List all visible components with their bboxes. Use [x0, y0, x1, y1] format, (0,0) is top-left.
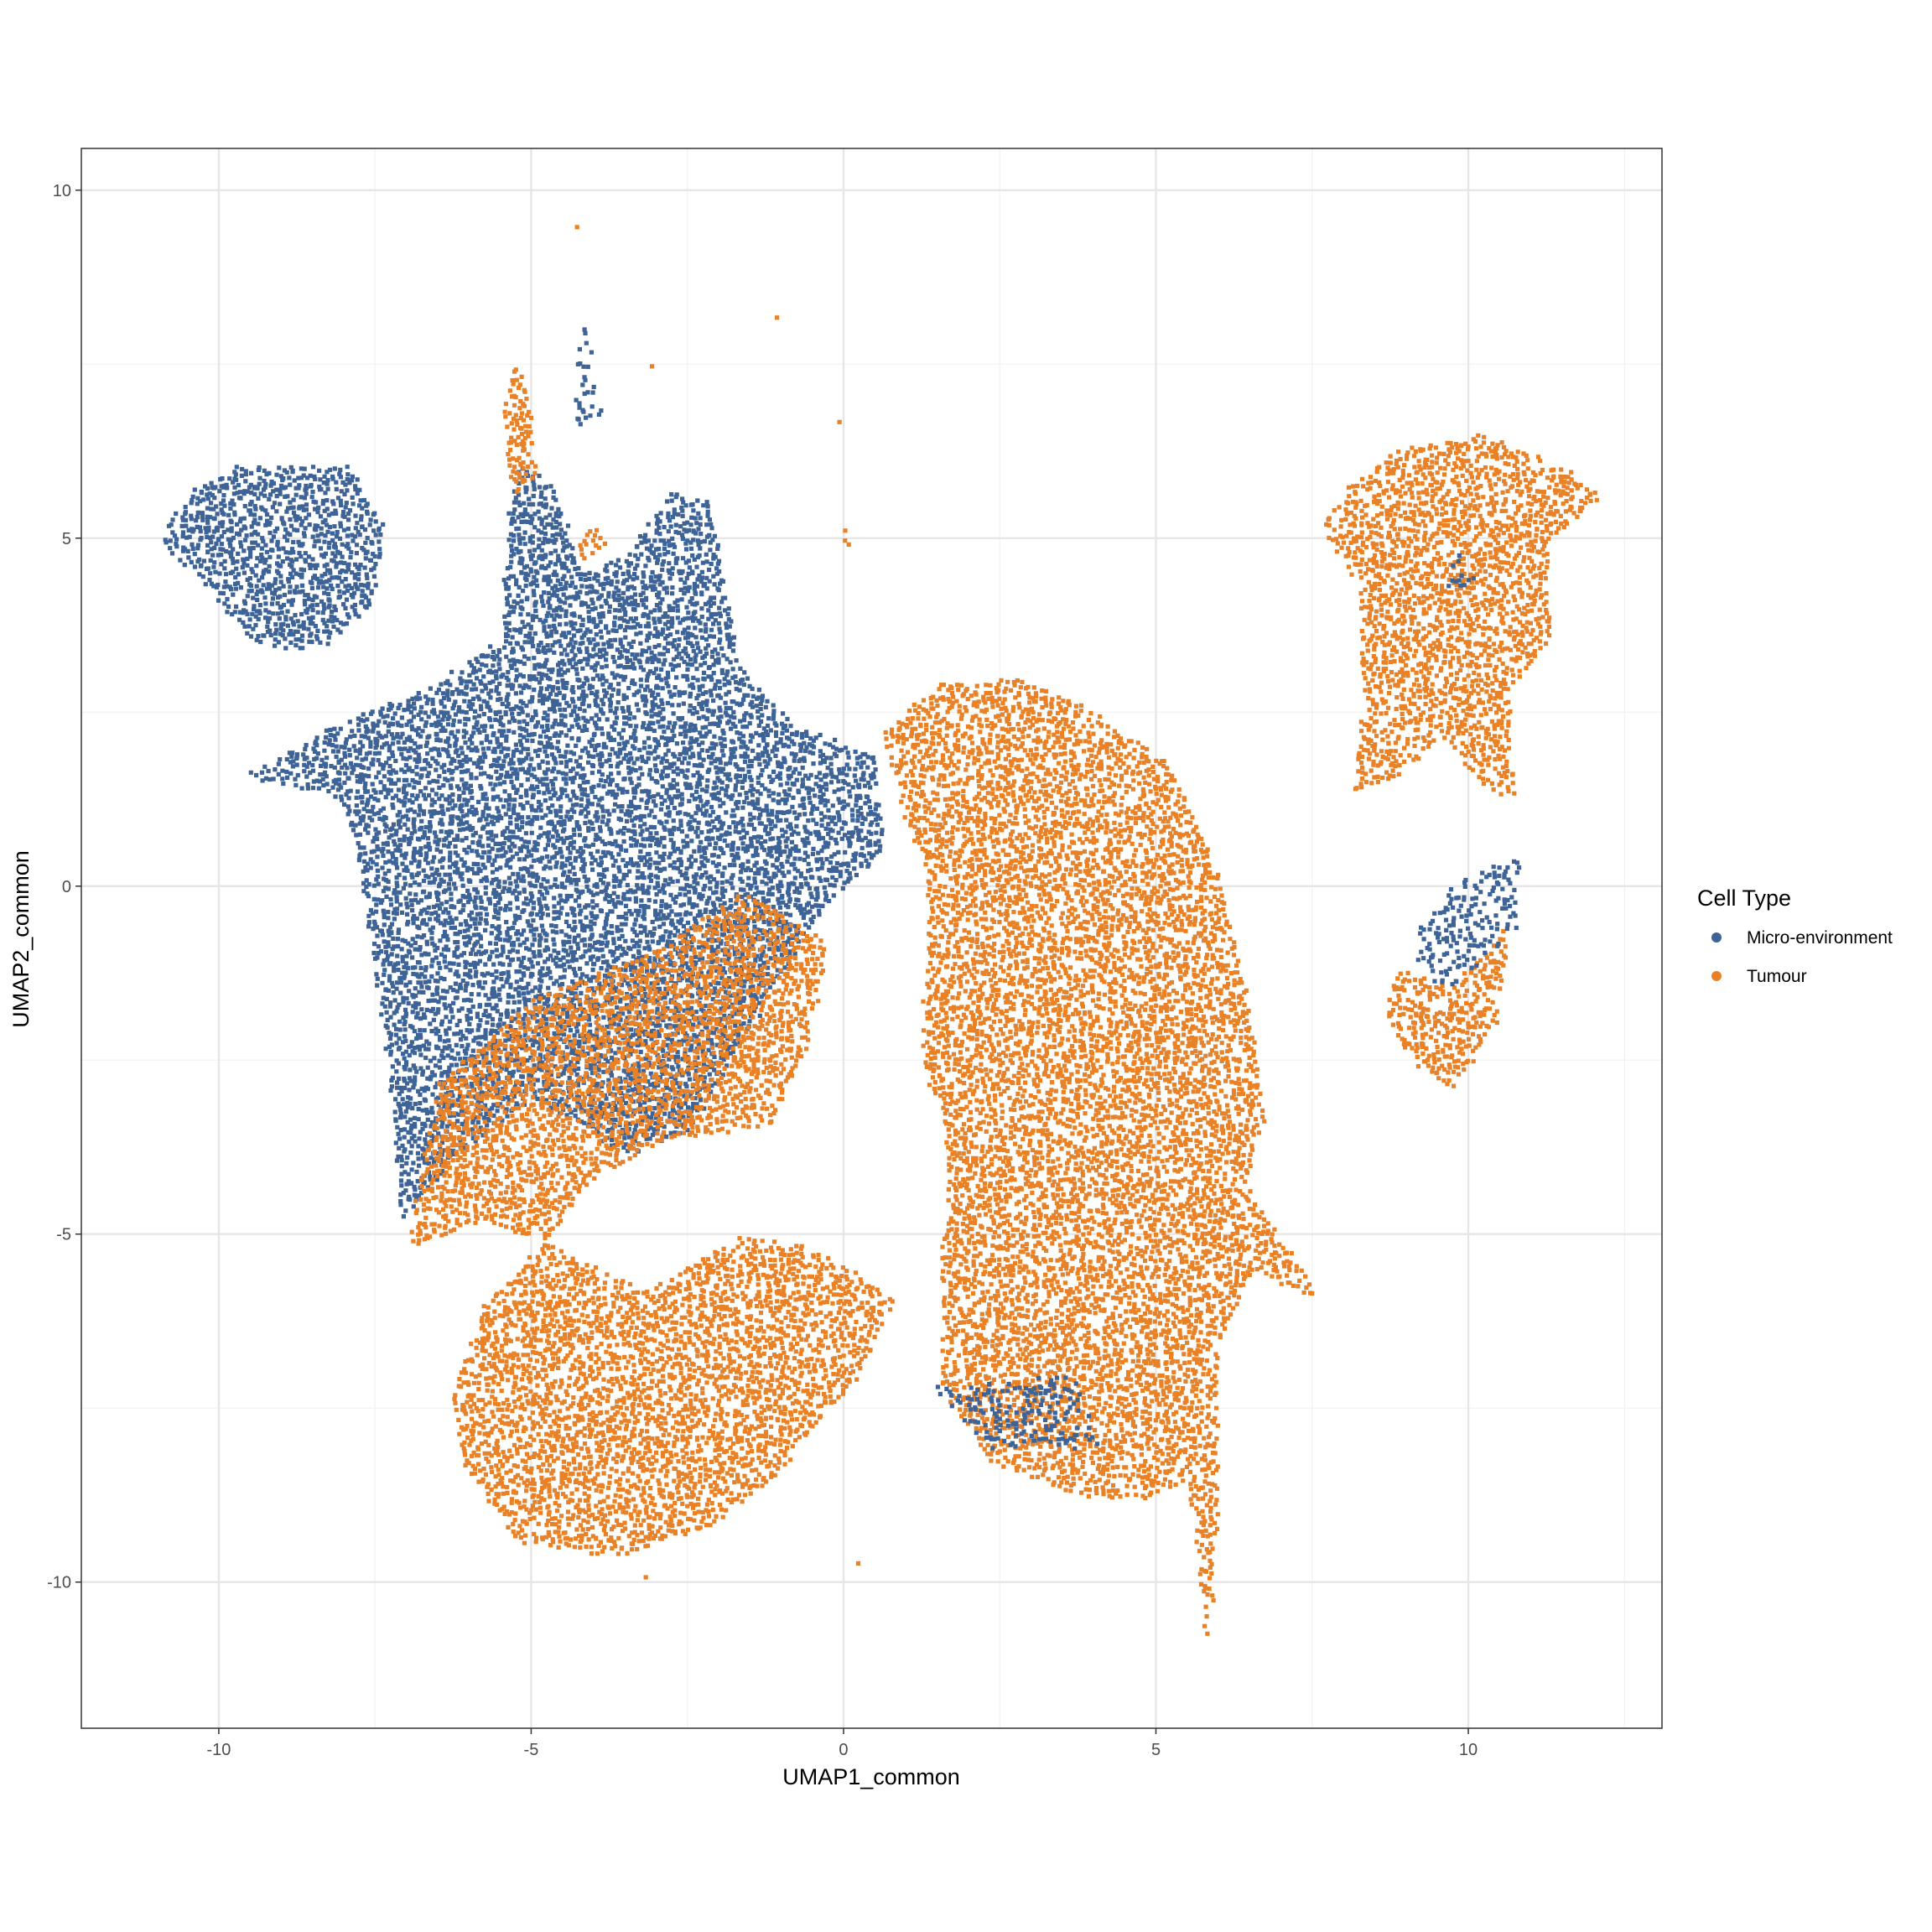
- y-tick-label: 5: [62, 530, 71, 548]
- scatter-points: [163, 225, 1599, 1636]
- y-tick-label: -10: [47, 1574, 71, 1592]
- point-cloud-tumour: [502, 367, 538, 494]
- outlier-point: [650, 364, 655, 369]
- point-cloud-tumour: [1324, 433, 1599, 797]
- legend: Cell Type Micro-environment Tumour: [1697, 886, 1893, 986]
- point-cloud-micro-environment: [163, 465, 386, 651]
- point-cloud-micro-environment: [1446, 553, 1476, 589]
- legend-title: Cell Type: [1697, 886, 1791, 911]
- x-axis-title: UMAP1_common: [782, 1764, 960, 1789]
- x-tick-label: 10: [1459, 1741, 1478, 1759]
- y-axis-title: UMAP2_common: [8, 850, 34, 1028]
- legend-label-micro-environment: Micro-environment: [1747, 928, 1893, 948]
- outlier-point: [837, 419, 842, 424]
- legend-swatch-micro-environment: [1711, 932, 1722, 943]
- outlier-point: [643, 1575, 648, 1580]
- point-cloud-tumour: [1387, 928, 1508, 1088]
- legend-swatch-tumour: [1711, 971, 1722, 981]
- outlier-point: [574, 225, 579, 230]
- point-cloud-micro-environment: [248, 466, 885, 1219]
- x-tick-label: -10: [206, 1741, 231, 1759]
- plot-panel: [81, 148, 1662, 1728]
- x-tick-label: -5: [524, 1741, 539, 1759]
- y-tick-label: 0: [62, 878, 71, 896]
- x-tick-label: 0: [839, 1741, 848, 1759]
- grid-lines: [81, 148, 1662, 1728]
- outlier-point: [668, 1519, 673, 1524]
- axis-ticks: -10 -5 0 5 10 -10 -5 0 5 10: [47, 182, 1478, 1759]
- point-cloud-tumour: [578, 527, 607, 561]
- plot-border: [80, 148, 1663, 1729]
- y-tick-label: -5: [56, 1226, 71, 1244]
- point-cloud-tumour: [452, 1236, 895, 1556]
- point-cloud-tumour: [843, 528, 851, 547]
- point-cloud-micro-environment: [935, 1375, 1100, 1452]
- outlier-point: [855, 1561, 861, 1566]
- x-tick-label: 5: [1151, 1741, 1161, 1759]
- y-tick-label: 10: [53, 182, 71, 200]
- point-cloud-micro-environment: [574, 327, 604, 427]
- legend-label-tumour: Tumour: [1747, 967, 1807, 986]
- point-cloud-tumour: [409, 894, 827, 1246]
- point-cloud-micro-environment: [1415, 859, 1522, 987]
- outlier-point: [775, 315, 780, 320]
